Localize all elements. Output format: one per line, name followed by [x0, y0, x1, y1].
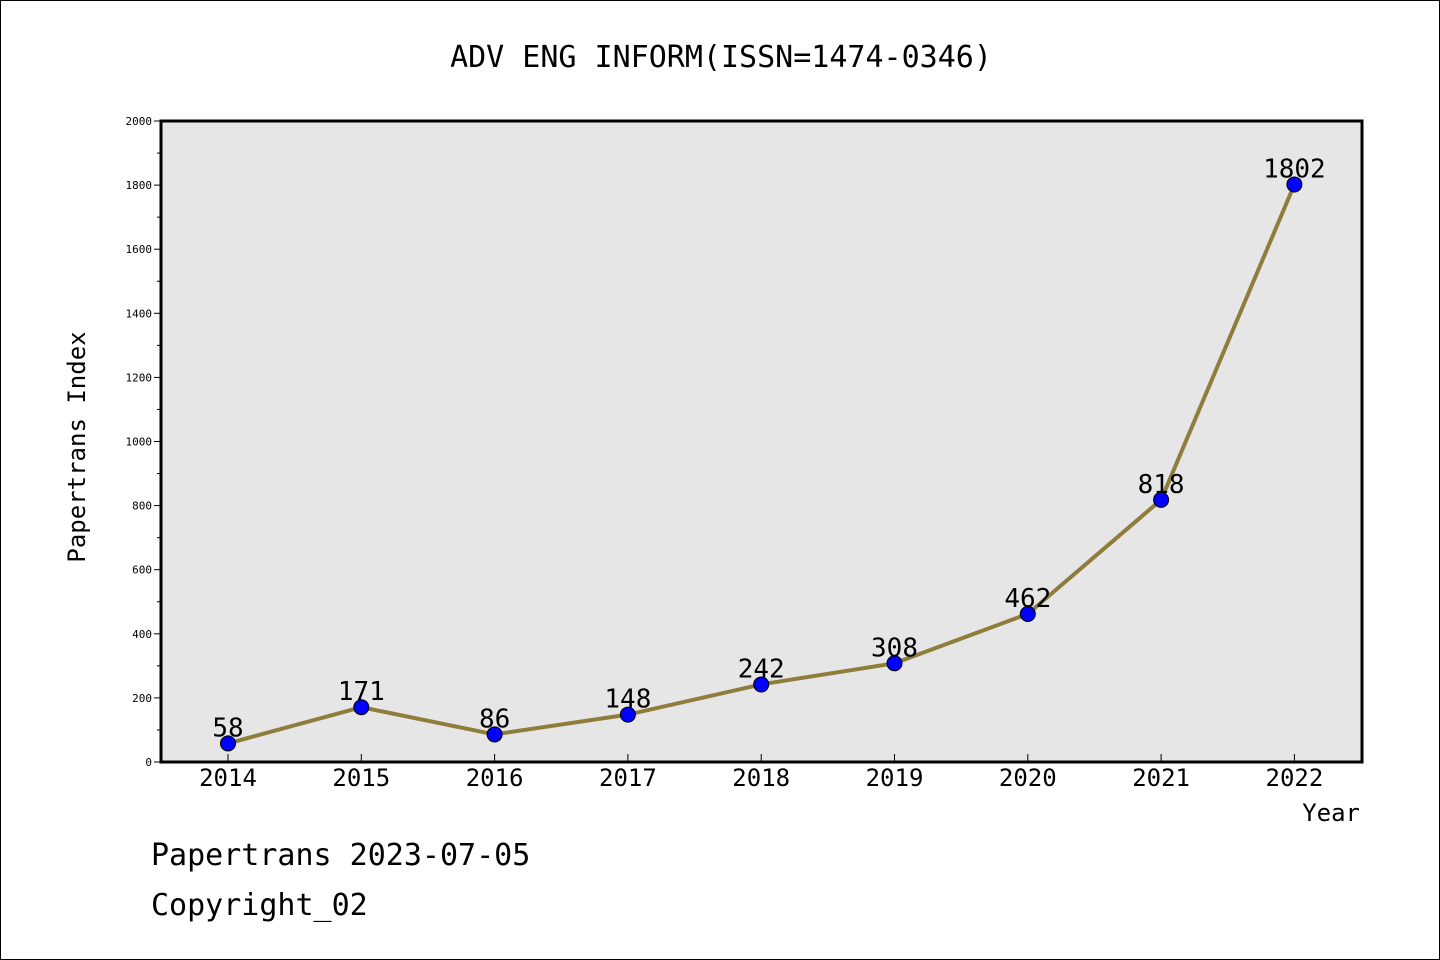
- x-tick-label: 2018: [732, 764, 790, 792]
- data-labels: 58 171 86 148 242 308 462 818 1802: [212, 154, 1325, 743]
- y-tick-label: 600: [132, 564, 152, 577]
- data-point: [753, 676, 770, 693]
- y-tick-label: 800: [132, 500, 152, 513]
- y-tick-label: 1200: [126, 371, 153, 384]
- data-markers: [220, 176, 1303, 752]
- footer-copyright: Copyright_02: [151, 888, 368, 923]
- data-label: 1802: [1263, 154, 1326, 184]
- y-tick-label: 1400: [126, 307, 153, 320]
- data-label: 171: [338, 677, 385, 707]
- x-tick-label: 2014: [199, 764, 257, 792]
- x-tick-label: 2015: [332, 764, 390, 792]
- data-point: [220, 735, 236, 752]
- y-tick-label: 200: [132, 692, 152, 705]
- x-axis-ticks: 2014 2015 2016 2017 2018 2019 2020 2021 2022: [199, 754, 1323, 792]
- y-tick-label: 1000: [126, 436, 153, 449]
- x-tick-label: 2020: [999, 764, 1057, 792]
- data-label: 86: [479, 704, 510, 734]
- data-point: [619, 706, 636, 723]
- y-tick-label: 2000: [126, 115, 153, 128]
- x-tick-label: 2021: [1132, 764, 1190, 792]
- x-tick-label: 2022: [1266, 764, 1324, 792]
- chart-title: ADV ENG INFORM(ISSN=1474-0346): [450, 40, 992, 75]
- y-tick-label: 400: [132, 628, 152, 641]
- data-point: [1019, 605, 1036, 622]
- data-label: 58: [212, 713, 243, 743]
- y-tick-label: 0: [145, 756, 152, 769]
- y-tick-label: 1600: [126, 243, 153, 256]
- x-tick-label: 2019: [866, 764, 924, 792]
- data-point: [486, 726, 503, 743]
- y-axis-ticks: 0 200 400 600 800 1000 1200 1400 1600 1800 2000: [126, 115, 161, 769]
- plot-frame: [159, 119, 1364, 764]
- data-label: 462: [1004, 584, 1051, 614]
- x-tick-label: 2017: [599, 764, 657, 792]
- data-label: 308: [871, 633, 918, 663]
- plot-area: [161, 121, 1362, 762]
- x-axis-label: Year: [1302, 799, 1360, 827]
- data-point: [353, 699, 370, 716]
- data-point: [1153, 491, 1170, 508]
- data-label: 242: [738, 654, 785, 684]
- data-point: [886, 655, 903, 672]
- data-label: 818: [1138, 470, 1185, 500]
- footer-source: Papertrans 2023-07-05: [151, 838, 530, 873]
- data-point: [1286, 176, 1303, 193]
- y-axis-label: Papertrans Index: [63, 331, 91, 562]
- y-tick-label: 1800: [126, 179, 153, 192]
- x-tick-label: 2016: [466, 764, 524, 792]
- data-label: 148: [604, 685, 651, 715]
